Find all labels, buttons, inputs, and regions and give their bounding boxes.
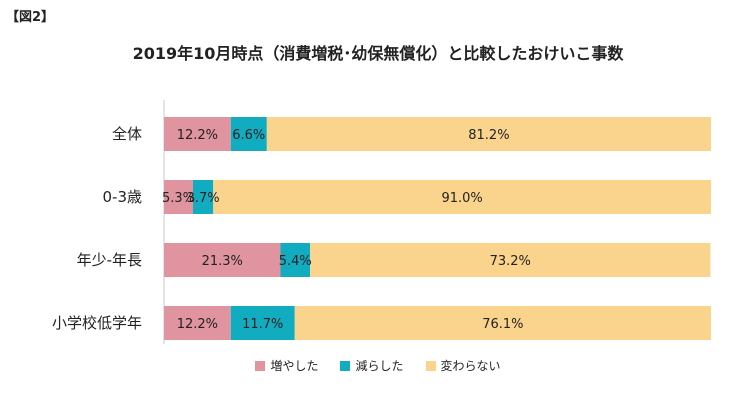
legend-item: 増やした bbox=[255, 357, 318, 374]
legend-item: 減らした bbox=[340, 357, 404, 374]
category-label: 全体 bbox=[112, 125, 142, 143]
bar-segment bbox=[230, 306, 295, 340]
data-label: 6.6% bbox=[232, 128, 265, 143]
category-label: 年少-年長 bbox=[77, 251, 142, 269]
bar-segment bbox=[213, 180, 712, 214]
data-label: 11.7% bbox=[242, 317, 283, 332]
bar-segment bbox=[266, 117, 711, 151]
bars-group: 12.2% 6.6% 81.2% 5.3%3.7% 91.0% 21.3% 5.4% 73.2… bbox=[162, 117, 712, 340]
bar-segment bbox=[280, 243, 311, 277]
bar-segment bbox=[192, 180, 214, 214]
data-label: 73.2% bbox=[490, 254, 531, 269]
chart-title: 2019年10月時点（消費増税･幼保無償化）と比較したおけいこ事数 bbox=[132, 44, 624, 63]
data-label: 12.2% bbox=[177, 128, 218, 143]
legend-swatch bbox=[425, 360, 436, 371]
figure-label: 【図2】 bbox=[6, 10, 55, 25]
category-label: 小学校低学年 bbox=[52, 314, 142, 332]
legend-label: 減らした bbox=[355, 359, 404, 373]
bar-segment bbox=[310, 243, 711, 277]
data-label: 5.4% bbox=[279, 254, 312, 269]
data-label: 21.3% bbox=[202, 254, 243, 269]
bar-segment bbox=[164, 243, 281, 277]
data-label: 5.3% bbox=[162, 191, 195, 206]
legend-item: 変わらない bbox=[425, 357, 501, 374]
data-label: 12.2% bbox=[177, 317, 218, 332]
legend-swatch bbox=[340, 360, 351, 371]
bar-segment bbox=[164, 306, 231, 340]
bar-segment bbox=[230, 117, 267, 151]
data-label: 3.7% bbox=[187, 191, 220, 206]
bar-segment bbox=[294, 306, 711, 340]
category-label: 0-3歳 bbox=[103, 188, 143, 206]
legend-label: 変わらない bbox=[440, 359, 501, 373]
bar-segment bbox=[164, 180, 193, 214]
data-label: 76.1% bbox=[482, 317, 523, 332]
legend: 増やした 減らした 変わらない bbox=[0, 357, 756, 374]
legend-swatch bbox=[255, 360, 266, 371]
bar-segment bbox=[164, 117, 231, 151]
data-label: 81.2% bbox=[468, 128, 509, 143]
data-label: 91.0% bbox=[441, 191, 482, 206]
legend-label: 増やした bbox=[270, 359, 319, 373]
